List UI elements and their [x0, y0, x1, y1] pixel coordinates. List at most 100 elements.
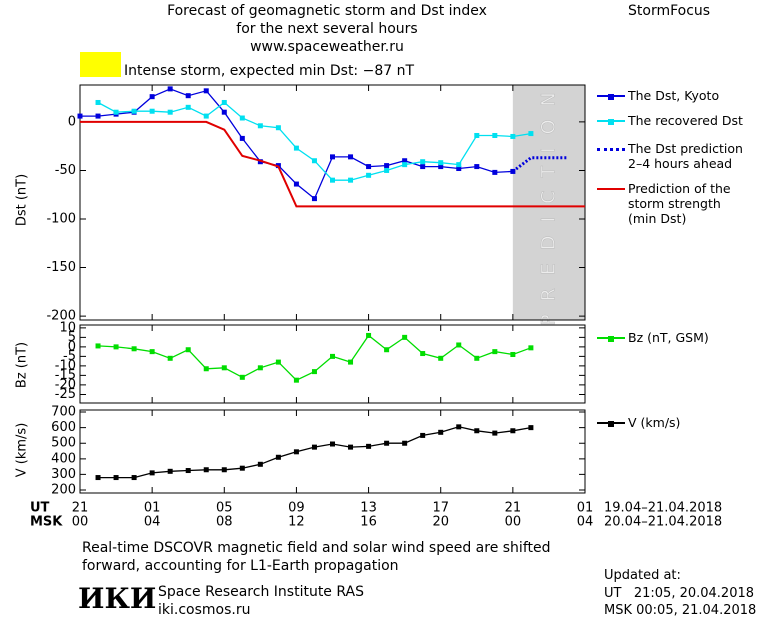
- y-tick-label: 200: [51, 483, 76, 498]
- data-point: [257, 365, 263, 371]
- data-point: [239, 135, 245, 141]
- y-tick-label: 5: [68, 330, 76, 345]
- data-point: [348, 444, 354, 450]
- data-point: [203, 366, 209, 372]
- data-point: [293, 449, 299, 455]
- data-point: [492, 132, 498, 138]
- x-tick-label: 21: [505, 501, 522, 516]
- data-point: [420, 351, 426, 357]
- data-point: [185, 104, 191, 110]
- updated-msk: MSK 00:05, 21.04.2018: [604, 603, 757, 618]
- data-point: [311, 196, 317, 202]
- x-tick-label: 13: [360, 501, 377, 516]
- data-point: [113, 344, 119, 350]
- institute: Space Research Institute RAS: [158, 584, 364, 600]
- data-point: [239, 115, 245, 121]
- data-point: [149, 470, 155, 476]
- data-point: [221, 109, 227, 115]
- data-point: [311, 444, 317, 450]
- data-point: [185, 468, 191, 474]
- y-axis-title: V (km/s): [15, 423, 30, 478]
- x-range-label: 20.04–21.04.2018: [604, 515, 722, 530]
- data-point: [528, 131, 534, 137]
- series-line: [98, 426, 532, 479]
- x-tick-label: 01: [144, 501, 161, 516]
- data-point: [510, 428, 516, 434]
- data-point: [167, 468, 173, 474]
- data-point: [402, 334, 408, 340]
- data-point: [167, 355, 173, 361]
- data-point: [77, 113, 83, 119]
- x-tick-label: 17: [432, 501, 449, 516]
- data-point: [257, 461, 263, 467]
- legend-marker: [608, 94, 614, 100]
- y-tick-label: 400: [51, 451, 76, 466]
- y-tick-label: -100: [46, 212, 76, 227]
- y-tick-label: -200: [46, 309, 76, 324]
- data-point: [311, 158, 317, 164]
- data-point: [221, 467, 227, 473]
- data-point: [348, 177, 354, 183]
- legend-marker: [608, 336, 614, 342]
- data-point: [95, 475, 101, 481]
- data-point: [221, 99, 227, 105]
- data-point: [492, 430, 498, 436]
- legend-label: Prediction of the storm strength (min Ds…: [628, 181, 731, 226]
- x-axis-title: UT: [30, 501, 50, 516]
- data-point: [456, 162, 462, 168]
- x-range-label: 19.04–21.04.2018: [604, 501, 722, 516]
- legend-label: The Dst prediction 2–4 hours ahead: [628, 141, 743, 171]
- legend-label: V (km/s): [628, 415, 681, 430]
- x-tick-label: 00: [72, 515, 89, 530]
- data-point: [438, 355, 444, 361]
- x-tick-label: 01: [577, 501, 594, 516]
- data-point: [167, 86, 173, 92]
- data-point: [131, 108, 137, 114]
- data-point: [293, 145, 299, 151]
- data-point: [330, 353, 335, 359]
- y-tick-label: 0: [68, 339, 76, 354]
- data-point: [510, 168, 516, 174]
- legend-marker: [608, 421, 614, 427]
- data-point: [402, 162, 408, 168]
- legend-swatch: [597, 336, 625, 342]
- data-point: [293, 181, 299, 187]
- data-point: [402, 440, 408, 446]
- data-point: [528, 345, 534, 351]
- data-point: [420, 159, 426, 165]
- data-point: [438, 160, 444, 166]
- prediction-zone: [512, 85, 585, 320]
- updated-ut: UT 21:05, 20.04.2018: [604, 586, 755, 601]
- data-point: [239, 465, 245, 471]
- legend-marker: [608, 119, 614, 125]
- x-tick-label: 04: [577, 515, 594, 530]
- y-tick-label: -20: [55, 377, 76, 392]
- data-point: [528, 425, 534, 431]
- data-point: [131, 475, 137, 481]
- data-point: [185, 93, 191, 99]
- x-tick-label: 04: [144, 515, 161, 530]
- x-tick-label: 20: [432, 515, 449, 530]
- data-point: [95, 113, 101, 119]
- legend-swatch: [597, 421, 625, 427]
- data-point: [348, 154, 354, 160]
- y-axis-title: Dst (nT): [15, 174, 30, 226]
- data-point: [384, 347, 390, 353]
- x-tick-label: 09: [288, 501, 305, 516]
- data-point: [438, 429, 444, 435]
- data-point: [275, 125, 281, 131]
- x-tick-label: 08: [216, 515, 233, 530]
- data-point: [438, 164, 444, 170]
- data-point: [348, 359, 354, 365]
- data-point: [384, 163, 390, 169]
- x-tick-label: 21: [72, 501, 89, 516]
- x-tick-label: 05: [216, 501, 233, 516]
- legend-swatch: [597, 94, 625, 100]
- y-tick-label: 700: [51, 405, 76, 420]
- data-point: [384, 440, 390, 446]
- y-tick-label: -5: [63, 349, 76, 364]
- data-point: [185, 347, 191, 353]
- data-point: [366, 164, 372, 170]
